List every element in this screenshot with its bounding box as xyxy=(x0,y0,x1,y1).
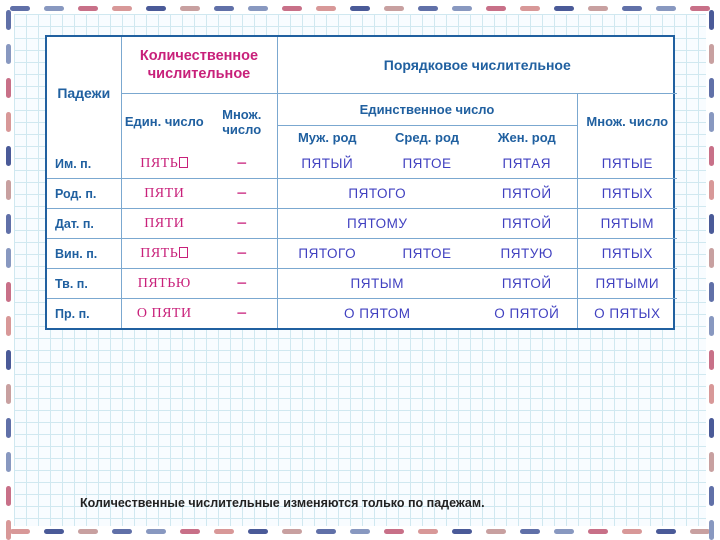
header-cases: Падежи xyxy=(47,37,121,149)
ord-pl: О ПЯТЫХ xyxy=(577,299,677,329)
ord-pl: ПЯТЫЕ xyxy=(577,149,677,179)
cardinal-sg: ПЯТИ xyxy=(121,179,207,209)
ord-pl: ПЯТЫХ xyxy=(577,179,677,209)
ord-masc: ПЯТОГО xyxy=(277,239,377,269)
cardinal-pl: − xyxy=(207,299,277,329)
header-fem: Жен. род xyxy=(477,126,577,150)
case-label: Дат. п. xyxy=(47,209,121,239)
ord-masc: ПЯТЫЙ xyxy=(277,149,377,179)
case-label: Тв. п. xyxy=(47,269,121,299)
ord-masc: ПЯТОМУ xyxy=(277,209,477,239)
case-label: Род. п. xyxy=(47,179,121,209)
ord-pl: ПЯТЫМ xyxy=(577,209,677,239)
header-masc: Муж. род xyxy=(277,126,377,150)
cardinal-pl: − xyxy=(207,209,277,239)
case-label: Пр. п. xyxy=(47,299,121,329)
cardinal-pl: − xyxy=(207,179,277,209)
ord-fem: ПЯТОЙ xyxy=(477,209,577,239)
cardinal-sg: О ПЯТИ xyxy=(121,299,207,329)
ord-masc: ПЯТОГО xyxy=(277,179,477,209)
footnote: Количественные числительные изменяются т… xyxy=(80,496,485,510)
cardinal-pl: − xyxy=(207,149,277,179)
header-card-pl: Множ. число xyxy=(207,94,277,150)
cardinal-sg: ПЯТЬЮ xyxy=(121,269,207,299)
ord-neut: ПЯТОЕ xyxy=(377,239,477,269)
ord-masc: ПЯТЫМ xyxy=(277,269,477,299)
ord-fem: ПЯТУЮ xyxy=(477,239,577,269)
ord-fem: ПЯТАЯ xyxy=(477,149,577,179)
case-label: Им. п. xyxy=(47,149,121,179)
ord-pl: ПЯТЫХ xyxy=(577,239,677,269)
header-ord-sg: Единственное число xyxy=(277,94,577,126)
ord-fem: ПЯТОЙ xyxy=(477,269,577,299)
ord-fem: ПЯТОЙ xyxy=(477,179,577,209)
header-ordinal: Порядковое числительное xyxy=(277,37,677,94)
numeral-table: Падежи Количественное числительное Поряд… xyxy=(45,35,675,330)
ord-neut: ПЯТОЕ xyxy=(377,149,477,179)
cardinal-pl: − xyxy=(207,269,277,299)
header-ord-pl: Множ. число xyxy=(577,94,677,150)
header-card-sg: Един. число xyxy=(121,94,207,150)
ord-masc: О ПЯТОМ xyxy=(277,299,477,329)
ord-pl: ПЯТЫМИ xyxy=(577,269,677,299)
header-neut: Сред. род xyxy=(377,126,477,150)
case-label: Вин. п. xyxy=(47,239,121,269)
cardinal-sg: ПЯТЬ xyxy=(121,239,207,269)
cardinal-sg: ПЯТЬ xyxy=(121,149,207,179)
header-cardinal: Количественное числительное xyxy=(121,37,277,94)
cardinal-pl: − xyxy=(207,239,277,269)
ord-fem: О ПЯТОЙ xyxy=(477,299,577,329)
cardinal-sg: ПЯТИ xyxy=(121,209,207,239)
